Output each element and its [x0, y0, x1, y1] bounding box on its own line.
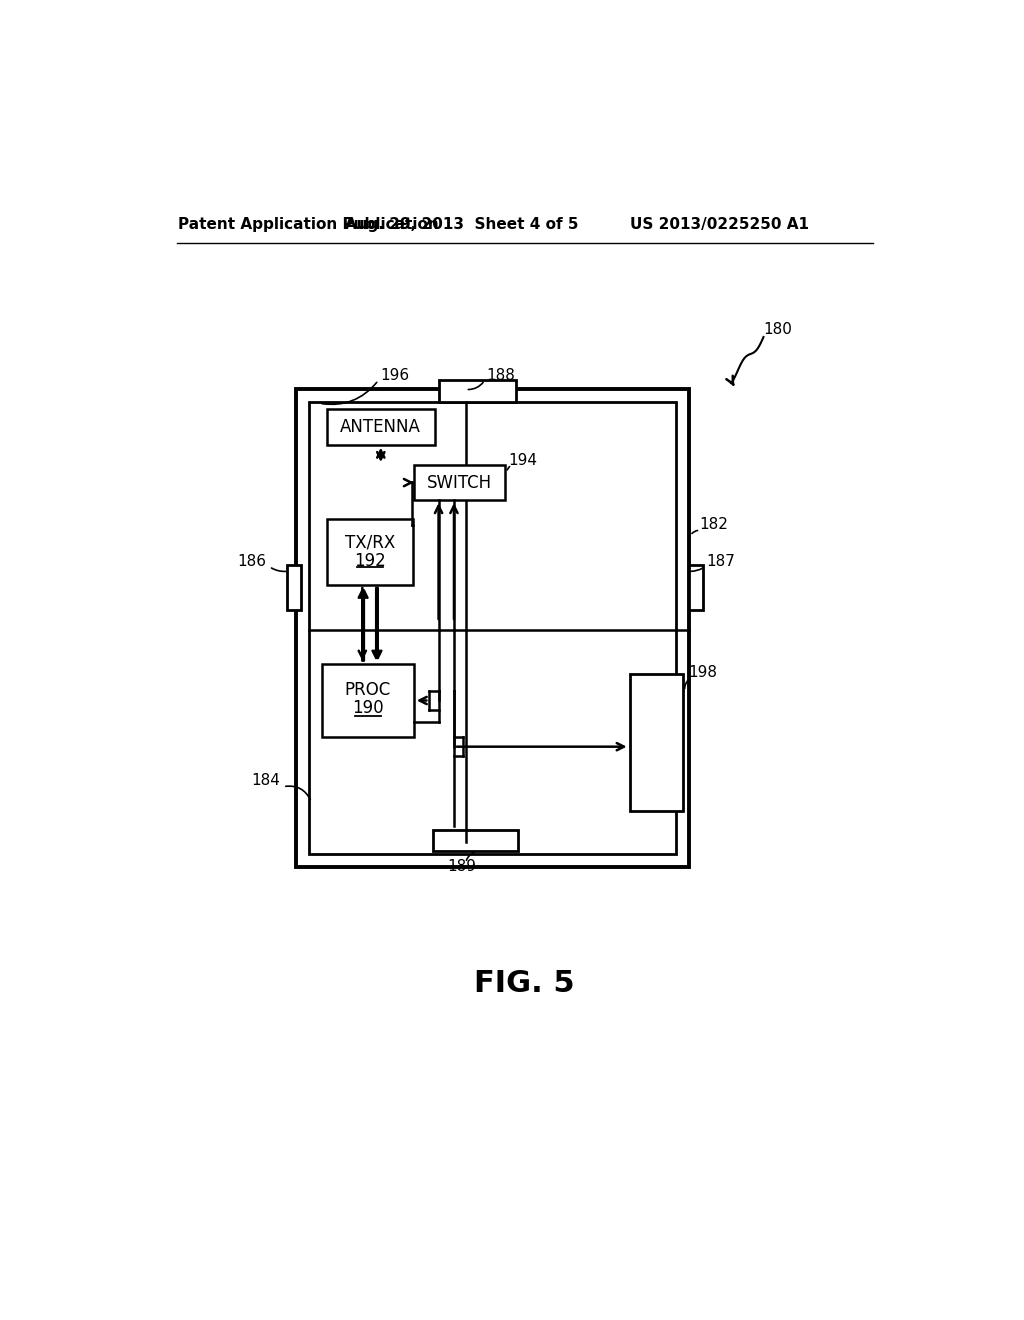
- Text: Aug. 29, 2013  Sheet 4 of 5: Aug. 29, 2013 Sheet 4 of 5: [345, 216, 579, 232]
- Text: 186: 186: [238, 554, 266, 569]
- Text: 194: 194: [508, 453, 537, 467]
- Bar: [296, 389, 689, 867]
- Text: 196: 196: [381, 368, 410, 383]
- Text: FIG. 5: FIG. 5: [474, 969, 575, 998]
- Text: 190: 190: [352, 700, 384, 717]
- Text: PROC: PROC: [345, 681, 391, 698]
- Bar: [438, 380, 515, 401]
- Text: Patent Application Publication: Patent Application Publication: [178, 216, 439, 232]
- Text: 182: 182: [698, 517, 728, 532]
- Bar: [322, 664, 414, 738]
- Text: TX/RX: TX/RX: [345, 533, 395, 552]
- Text: 184: 184: [251, 774, 280, 788]
- Bar: [287, 565, 301, 610]
- Bar: [433, 830, 518, 851]
- Text: 188: 188: [486, 368, 515, 383]
- Bar: [327, 519, 413, 585]
- Text: 189: 189: [447, 859, 476, 874]
- Text: SWITCH: SWITCH: [427, 474, 492, 491]
- Text: 192: 192: [354, 552, 386, 570]
- Text: 187: 187: [707, 554, 735, 569]
- Bar: [630, 675, 683, 812]
- Bar: [414, 465, 505, 500]
- Bar: [327, 409, 435, 445]
- Bar: [309, 401, 676, 854]
- Text: ANTENNA: ANTENNA: [340, 418, 421, 436]
- Text: 180: 180: [764, 322, 793, 337]
- Text: 198: 198: [688, 665, 717, 680]
- Text: US 2013/0225250 A1: US 2013/0225250 A1: [630, 216, 809, 232]
- Bar: [689, 565, 702, 610]
